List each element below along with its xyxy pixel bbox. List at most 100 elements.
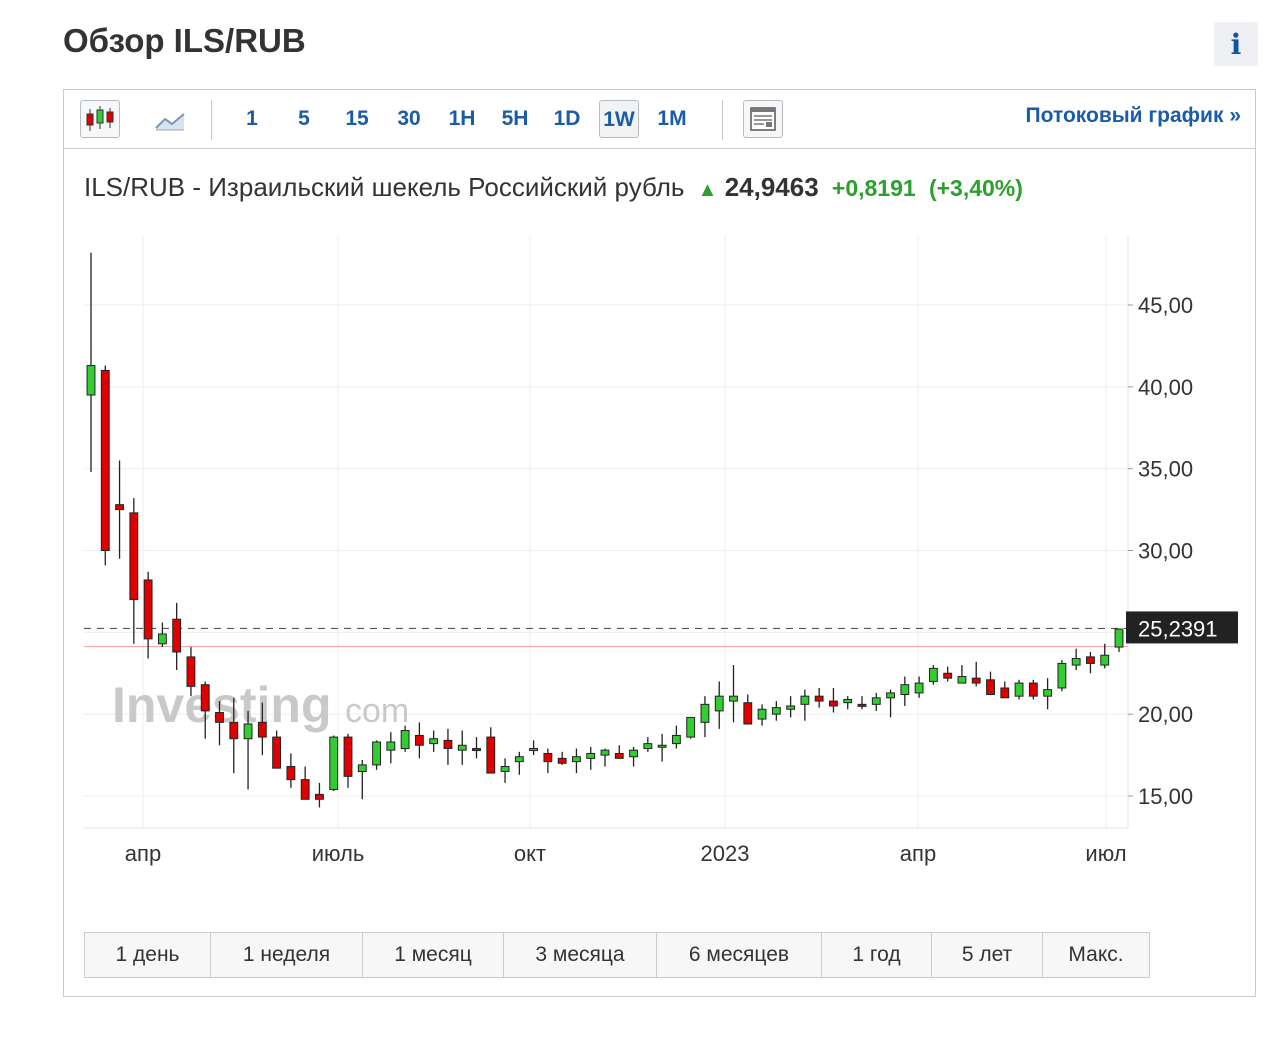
candle bbox=[157, 622, 167, 648]
candle bbox=[943, 666, 953, 682]
price-change: +0,8191 bbox=[831, 175, 916, 201]
candle bbox=[986, 671, 995, 696]
candle bbox=[900, 676, 910, 706]
candle-body bbox=[857, 703, 867, 707]
candle bbox=[657, 733, 667, 762]
candle bbox=[814, 687, 824, 708]
info-button[interactable]: i bbox=[1214, 22, 1258, 66]
watermark-logo: Investing bbox=[112, 677, 331, 733]
candle bbox=[843, 696, 853, 710]
candle-body bbox=[186, 656, 196, 687]
candle bbox=[143, 571, 153, 659]
range-button[interactable]: 1 день bbox=[85, 933, 211, 977]
toolbar-divider bbox=[211, 100, 212, 140]
time-range-bar: 1 день 1 неделя 1 месяц 3 месяца 6 месяцев 1 … bbox=[84, 932, 1150, 978]
candle-body bbox=[943, 672, 953, 679]
interval-1d[interactable]: 1D bbox=[553, 107, 581, 130]
interval-30[interactable]: 30 bbox=[397, 107, 421, 130]
candle-body bbox=[914, 682, 924, 694]
interval-15[interactable]: 15 bbox=[345, 107, 369, 130]
candle-body bbox=[757, 708, 767, 720]
candle-body bbox=[1043, 689, 1053, 697]
candle-body bbox=[514, 756, 524, 763]
candle-body bbox=[143, 579, 153, 640]
candle bbox=[86, 252, 96, 472]
candle-body bbox=[1000, 687, 1010, 699]
candle-body bbox=[243, 723, 253, 740]
candle bbox=[600, 748, 610, 767]
candle bbox=[757, 704, 767, 726]
x-tick-label: апр bbox=[900, 841, 936, 866]
price-chart[interactable]: Investing com 15,00 20,00 30,00 35,00 40,00 4… bbox=[64, 90, 1255, 890]
streaming-chart-link[interactable]: Потоковый график » bbox=[1025, 104, 1241, 127]
layout-icon[interactable] bbox=[743, 100, 783, 138]
candle-body bbox=[714, 695, 724, 712]
candle-body bbox=[600, 749, 610, 756]
last-price: 24,9463 bbox=[724, 172, 819, 202]
candle bbox=[914, 676, 924, 698]
range-button[interactable]: 6 месяцев bbox=[657, 933, 822, 977]
candle bbox=[586, 746, 596, 770]
range-button[interactable]: 3 месяца bbox=[504, 933, 657, 977]
last-price-tag-bg bbox=[1126, 611, 1238, 644]
candle-body bbox=[1057, 662, 1067, 689]
x-tick-label: июль bbox=[312, 841, 365, 866]
candle-body bbox=[829, 700, 838, 707]
range-button[interactable]: 1 неделя bbox=[211, 933, 363, 977]
candle bbox=[429, 730, 439, 752]
candle bbox=[372, 740, 381, 770]
candle bbox=[829, 687, 838, 713]
interval-5h[interactable]: 5H bbox=[501, 107, 529, 130]
candle-body bbox=[1028, 682, 1038, 697]
candle-body bbox=[786, 705, 796, 710]
candle bbox=[1114, 628, 1124, 652]
candle-body bbox=[414, 734, 424, 746]
info-icon: i bbox=[1230, 27, 1242, 61]
quote-header: ILS/RUB - Израильский шекель Российский … bbox=[84, 172, 1023, 203]
instrument-title: ILS/RUB - Израильский шекель Российский … bbox=[84, 172, 685, 202]
candle-body bbox=[429, 738, 439, 745]
candle bbox=[543, 748, 553, 774]
candle-body bbox=[400, 730, 410, 750]
candle bbox=[400, 725, 410, 752]
candle-body bbox=[300, 779, 310, 800]
candle bbox=[286, 753, 296, 788]
candle bbox=[457, 730, 467, 765]
candle bbox=[700, 696, 710, 738]
interval-1m[interactable]: 1M bbox=[657, 107, 687, 130]
interval-1[interactable]: 1 bbox=[246, 107, 258, 130]
watermark: Investing com bbox=[112, 677, 409, 733]
range-button[interactable]: 1 год bbox=[822, 933, 932, 977]
interval-1w[interactable]: 1W bbox=[599, 100, 639, 138]
candle-body bbox=[529, 748, 539, 752]
candle bbox=[1071, 648, 1081, 670]
candle bbox=[529, 740, 539, 756]
y-tick-label: 45,00 bbox=[1138, 293, 1193, 318]
candle-body bbox=[557, 757, 567, 764]
interval-1h[interactable]: 1H bbox=[448, 107, 476, 130]
candle-body bbox=[172, 618, 182, 653]
range-button[interactable]: 5 лет bbox=[932, 933, 1043, 977]
candlestick-chart-icon[interactable] bbox=[80, 100, 120, 138]
candle bbox=[200, 681, 210, 739]
candle bbox=[1000, 681, 1010, 699]
candle-body bbox=[671, 734, 681, 745]
candle bbox=[472, 737, 481, 759]
candle bbox=[329, 735, 339, 792]
area-chart-icon[interactable] bbox=[150, 100, 190, 138]
range-button[interactable]: Макс. bbox=[1043, 933, 1149, 977]
interval-5[interactable]: 5 bbox=[298, 107, 310, 130]
candle-body bbox=[1071, 658, 1081, 666]
candle bbox=[514, 751, 524, 775]
candle-body bbox=[543, 752, 553, 763]
candle bbox=[300, 766, 310, 800]
x-tick-label: окт bbox=[514, 841, 546, 866]
candle bbox=[614, 745, 624, 759]
candle-body bbox=[286, 766, 296, 781]
candle-body bbox=[700, 703, 710, 723]
candle bbox=[857, 696, 867, 710]
range-button[interactable]: 1 месяц bbox=[363, 933, 504, 977]
candle-body bbox=[800, 695, 810, 705]
candle-body bbox=[229, 721, 239, 740]
candle-body bbox=[957, 676, 967, 684]
